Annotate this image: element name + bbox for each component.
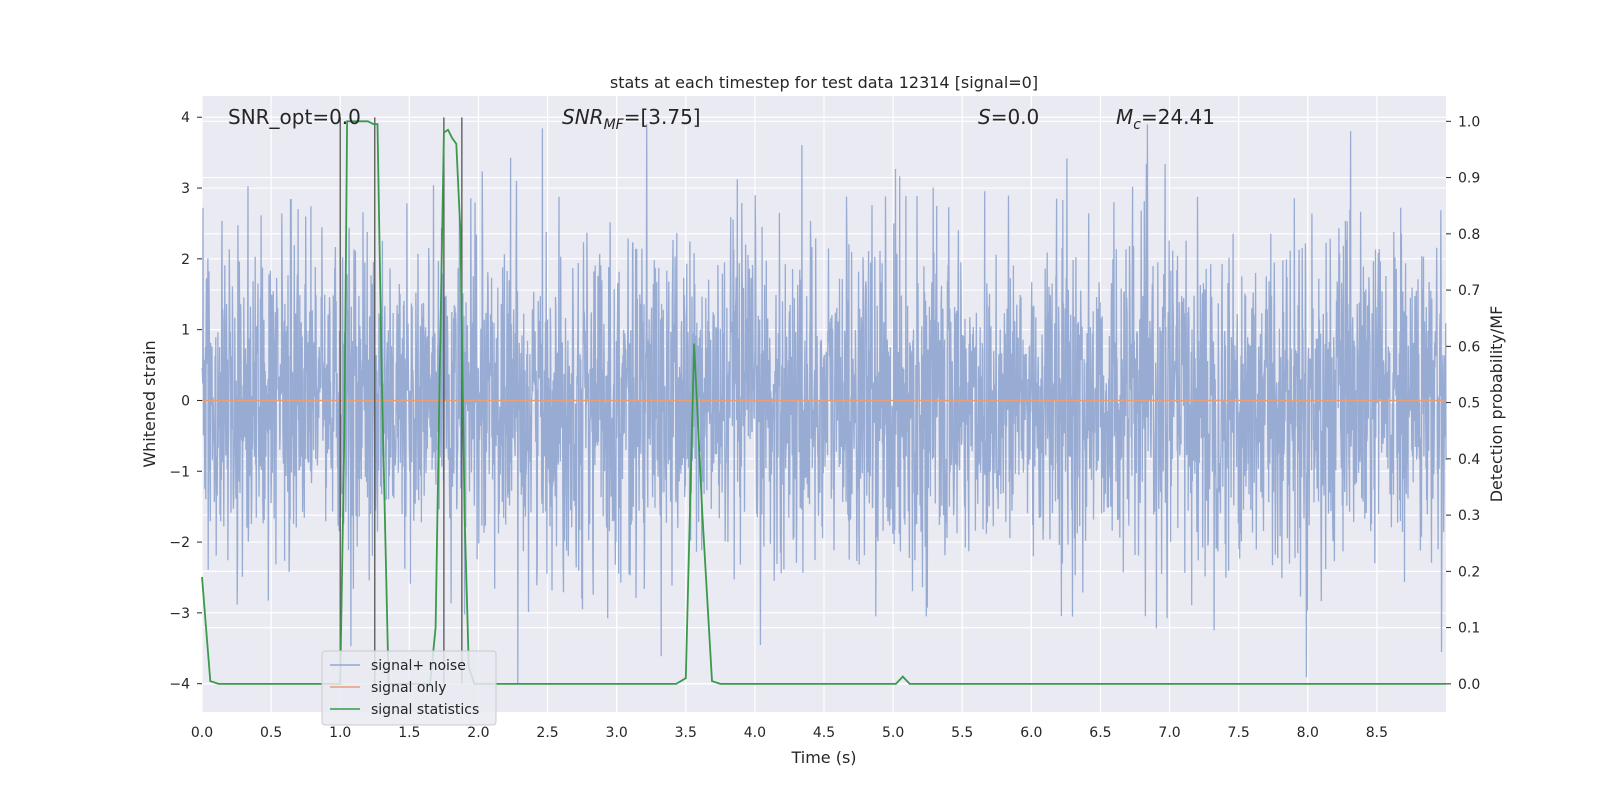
annotation-s: S=0.0 [978,105,1039,129]
y-tick-label: −1 [169,464,190,480]
y-tick-label: 1 [181,323,190,339]
x-tick-label: 7.0 [1158,725,1180,741]
y2-tick-label: 0.6 [1458,339,1480,355]
s-value: =0.0 [991,105,1040,129]
snr-mf-name: SNR [562,105,604,129]
y2-tick-label: 1.0 [1458,114,1480,130]
chart-title: stats at each timestep for test data 123… [610,73,1038,92]
vertical-markers [339,117,463,684]
x-tick-label: 0.5 [260,725,282,741]
y-ticks-right: 0.0 0.1 0.2 0.3 0.4 0.5 0.6 0.7 0.8 0.9 1.0 [1446,114,1480,693]
y-tick-label: 3 [181,181,190,197]
x-tick-label: 6.5 [1089,725,1111,741]
signal-noise-line [201,124,1447,684]
x-tick-label: 0.0 [191,725,213,741]
y-axis-right-label: Detection probability/MF [1487,306,1506,503]
annotation-snr-mf: SNRMF=[3.75] [562,105,701,133]
x-tick-label: 3.0 [606,725,628,741]
y2-tick-label: 0.3 [1458,508,1480,524]
legend: signal+ noise signal only signal statist… [321,650,497,726]
x-tick-label: 4.5 [813,725,835,741]
snr-mf-sub: MF [604,117,625,133]
x-tick-label: 8.0 [1297,725,1319,741]
signal-noise-series [201,124,1447,684]
y-ticks-left: −4 −3 −2 −1 0 1 2 3 4 [169,110,202,693]
x-tick-label: 5.5 [951,725,973,741]
x-tick-label: 8.5 [1366,725,1388,741]
x-tick-label: 3.5 [675,725,697,741]
y-tick-label: 0 [181,393,190,409]
y-tick-label: 4 [181,110,190,126]
y-axis-label: Whitened strain [140,340,159,467]
annotation-mc: Mc=24.41 [1116,105,1215,133]
x-tick-label: 1.0 [329,725,351,741]
x-tick-label: 2.5 [536,725,558,741]
x-tick-label: 6.0 [1020,725,1042,741]
legend-box [321,650,497,726]
snr-mf-value: =[3.75] [624,105,701,129]
y2-tick-label: 0.2 [1458,564,1480,580]
s-name: S [978,105,991,129]
x-tick-label: 7.5 [1228,725,1250,741]
y2-tick-label: 0.0 [1458,677,1480,693]
legend-label-signal-statistics: signal statistics [371,702,479,718]
y-tick-label: −3 [169,606,190,622]
legend-label-signal-noise: signal+ noise [371,658,466,674]
y-tick-label: −2 [169,535,190,551]
signal-statistics-series [201,120,1446,685]
y2-tick-label: 0.7 [1458,283,1480,299]
y-tick-label: 2 [181,252,190,268]
x-ticks: 0.0 0.5 1.0 1.5 2.0 2.5 3.0 3.5 4.0 4.5 5.0 5.5 6.0 6… [191,725,1388,741]
y2-tick-label: 0.4 [1458,452,1480,468]
x-tick-label: 1.5 [398,725,420,741]
mc-value: =24.41 [1141,105,1215,129]
y2-tick-label: 0.1 [1458,621,1480,637]
mc-sub: c [1133,117,1141,133]
legend-label-signal-only: signal only [371,680,446,696]
signal-statistics-line [201,120,1446,685]
y2-tick-label: 0.5 [1458,396,1480,412]
x-axis-label: Time (s) [790,748,856,767]
y2-tick-label: 0.9 [1458,171,1480,187]
y2-tick-label: 0.8 [1458,227,1480,243]
x-tick-label: 5.0 [882,725,904,741]
annotation-snr-opt: SNR_opt=0.0 [228,105,361,129]
x-tick-label: 2.0 [467,725,489,741]
mc-name: M [1116,105,1133,129]
x-tick-label: 4.0 [744,725,766,741]
y-tick-label: −4 [169,677,190,693]
